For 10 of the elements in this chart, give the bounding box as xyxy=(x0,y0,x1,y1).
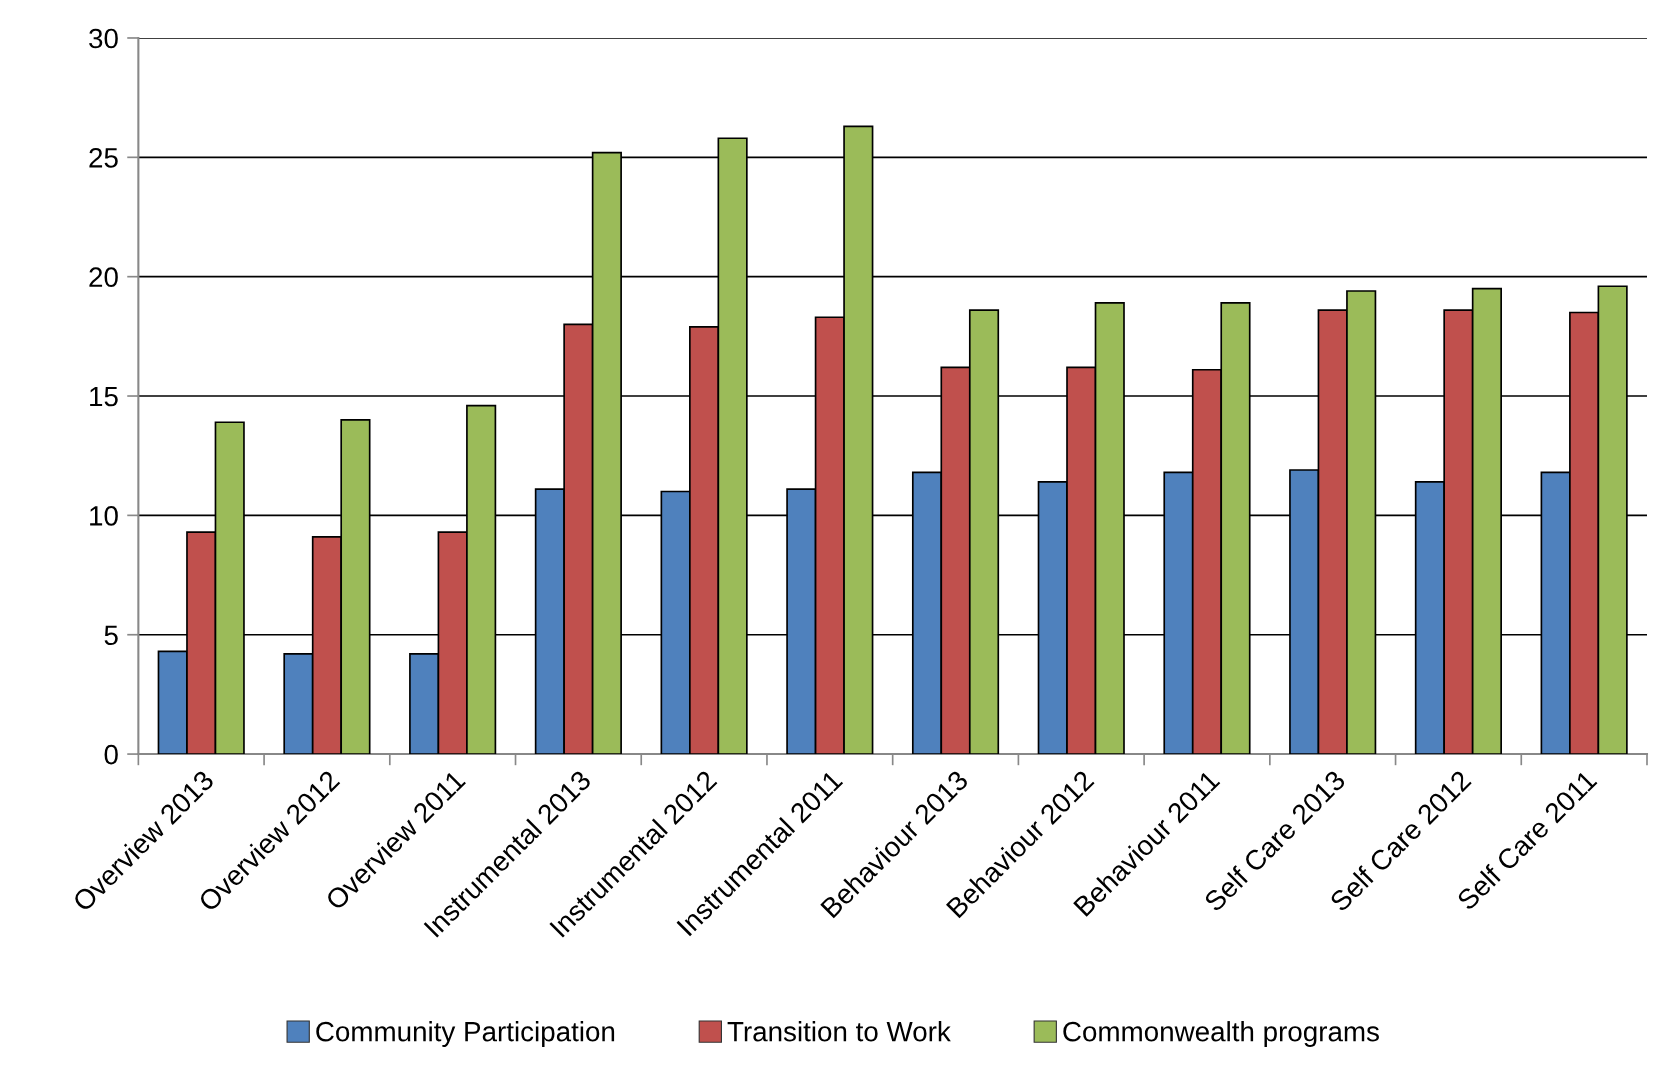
y-tick-label: 5 xyxy=(104,625,118,646)
y-tick-label: 20 xyxy=(89,267,118,288)
y-tick-label: 25 xyxy=(89,147,118,168)
y-tick-label: 30 xyxy=(89,28,118,49)
legend-label: Commonwealth programs xyxy=(1063,1021,1379,1047)
y-tick-label: 10 xyxy=(90,506,118,526)
y-tick-label: 15 xyxy=(90,386,118,407)
legend-label: Community Participation xyxy=(316,1021,615,1047)
y-tick-label: 0 xyxy=(104,744,118,765)
legend-label: Transition to Work xyxy=(727,1021,951,1042)
